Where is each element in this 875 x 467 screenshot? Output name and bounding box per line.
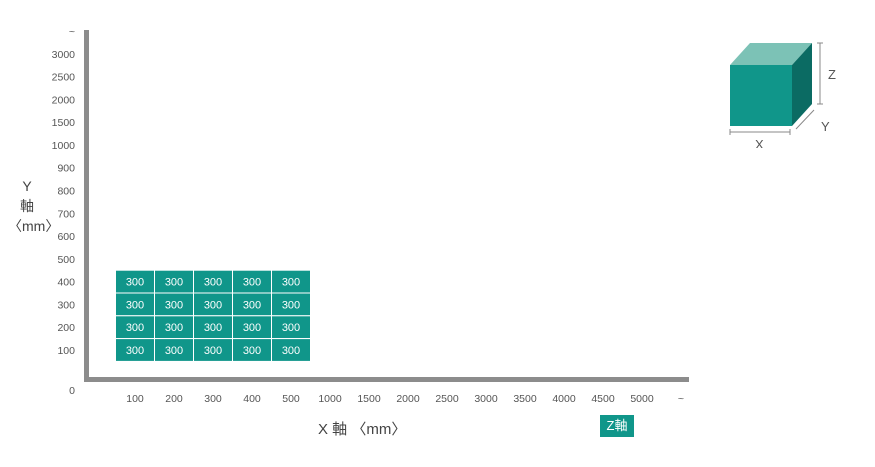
grid-cell-value: 300 (243, 322, 261, 334)
y-tick-label: 900 (57, 163, 75, 175)
x-tick-label: 200 (165, 393, 183, 405)
grid-cell-value: 300 (126, 322, 144, 334)
cube-y-label: Y (821, 119, 830, 134)
x-axis-ticks: 100 200 300 400 500 1000 1500 2000 2500 3000 3500 4… (126, 393, 684, 405)
origin-label: 0 (69, 385, 75, 397)
grid-cell-value: 300 (204, 322, 222, 334)
y-axis-title-line: Y (22, 178, 32, 194)
x-tick-label: 400 (243, 393, 261, 405)
x-tick-label: ~ (678, 393, 684, 405)
y-tick-label: ~ (69, 26, 75, 38)
y-tick-label: 300 (57, 299, 75, 311)
value-grid: 300 300 300 300 300 300 300 300 300 300 300 300 300 3… (115, 269, 311, 362)
grid-cell-value: 300 (165, 322, 183, 334)
z-axis-badge: Z軸 (600, 415, 634, 437)
y-tick-label: 600 (57, 231, 75, 243)
grid-cell-value: 300 (126, 345, 144, 357)
y-tick-label: 2000 (52, 94, 76, 106)
y-tick-label: 200 (57, 322, 75, 334)
grid-cell-value: 300 (204, 345, 222, 357)
grid-cell-value: 300 (282, 322, 300, 334)
grid-cell-value: 300 (204, 299, 222, 311)
y-tick-label: 500 (57, 254, 75, 266)
x-tick-label: 2500 (435, 393, 459, 405)
grid-cell-value: 300 (126, 299, 144, 311)
y-axis-ticks: 100 200 300 400 500 600 700 800 900 1000 1500 2000 2… (52, 26, 76, 357)
x-axis-title: X 軸 〈mm〉 (318, 421, 407, 438)
x-tick-label: 2000 (396, 393, 420, 405)
y-tick-label: 2500 (52, 72, 76, 84)
grid-cell-value: 300 (165, 299, 183, 311)
grid-cell-value: 300 (126, 277, 144, 289)
y-tick-label: 100 (57, 345, 75, 357)
y-axis-line (84, 30, 89, 382)
x-tick-label: 5000 (630, 393, 654, 405)
y-axis-title-line: 軸 (20, 198, 34, 214)
grid-cell-value: 300 (243, 299, 261, 311)
dimension-cube-icon: Z Y X (729, 42, 836, 148)
x-tick-label: 300 (204, 393, 222, 405)
cube-side-face (792, 43, 812, 126)
y-tick-label: 1000 (52, 140, 76, 152)
grid-cell-value: 300 (282, 277, 300, 289)
x-tick-label: 3000 (474, 393, 498, 405)
cube-top-face (730, 43, 812, 65)
x-tick-label: 100 (126, 393, 144, 405)
grid-cell-value: 300 (165, 345, 183, 357)
grid-cell-value: 300 (282, 299, 300, 311)
cube-front-face (730, 65, 792, 126)
y-tick-label: 700 (57, 208, 75, 220)
y-axis-title: Y 軸 〈mm〉 (8, 176, 60, 236)
y-tick-label: 1500 (52, 117, 76, 129)
y-tick-label: 3000 (52, 49, 76, 61)
x-tick-label: 4000 (552, 393, 576, 405)
y-tick-label: 400 (57, 277, 75, 289)
x-tick-label: 1500 (357, 393, 381, 405)
cube-x-label: X (755, 137, 764, 148)
grid-cell-value: 300 (243, 277, 261, 289)
grid-cell-value: 300 (243, 345, 261, 357)
y-axis-title-line: 〈mm〉 (8, 218, 60, 234)
x-axis-line (84, 377, 689, 382)
grid-cell-value: 300 (165, 277, 183, 289)
grid-cell (271, 338, 311, 362)
x-tick-label: 500 (282, 393, 300, 405)
x-tick-label: 4500 (591, 393, 615, 405)
y-tick-label: 800 (57, 186, 75, 198)
x-tick-label: 1000 (318, 393, 342, 405)
cube-z-label: Z (828, 67, 836, 82)
grid-cell-value: 300 (282, 345, 300, 357)
grid-cell-value: 300 (204, 277, 222, 289)
x-tick-label: 3500 (513, 393, 537, 405)
